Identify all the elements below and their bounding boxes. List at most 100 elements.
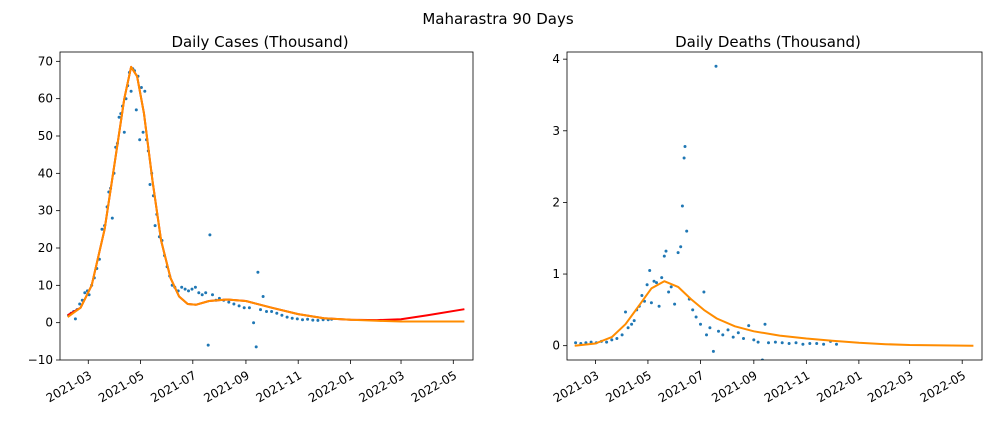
deaths-data-point (767, 341, 770, 345)
cases-data-point (180, 285, 184, 289)
cases-data-point (190, 287, 194, 291)
cases-data-point (242, 306, 246, 310)
cases-data-point (295, 317, 299, 321)
deaths-xtick-label: 2022-01 (814, 368, 864, 405)
cases-data-point (200, 293, 204, 297)
deaths-data-point (673, 302, 677, 306)
cases-data-point (301, 318, 304, 322)
cases-data-point (211, 293, 214, 297)
cases-data-point (183, 287, 187, 291)
deaths-data-point (649, 301, 653, 305)
deaths-data-point (615, 337, 619, 340)
deaths-data-point (648, 269, 652, 272)
cases-data-point (237, 304, 241, 308)
cases-data-point (193, 285, 197, 289)
deaths-data-point (685, 229, 689, 233)
cases-data-point (100, 227, 104, 231)
deaths-axis-ticks: 0 1 2 3 4 2021-03 2021-05 2021-07 2021-09 2021-11… (551, 52, 968, 405)
cases-data-point (311, 318, 315, 322)
deaths-xtick-label: 2022-05 (918, 368, 968, 405)
deaths-data-point (773, 340, 777, 344)
deaths-data-point (714, 64, 718, 68)
deaths-data-point (794, 341, 798, 345)
cases-data-point (270, 310, 274, 313)
cases-data-point (208, 233, 212, 237)
cases-data-point (73, 317, 77, 321)
cases-plot-area (67, 65, 465, 349)
cases-xtick-label: 2021-09 (201, 368, 251, 405)
cases-ytick-label: 50 (38, 129, 53, 143)
deaths-data-point (632, 319, 636, 323)
cases-xtick-label: 2021-05 (96, 368, 146, 405)
cases-data-point (252, 321, 256, 325)
cases-ytick-label: 40 (38, 166, 53, 180)
deaths-data-point (605, 340, 609, 344)
deaths-data-point (835, 342, 838, 346)
deaths-data-point (708, 326, 712, 330)
deaths-plot-area (574, 64, 974, 360)
deaths-xtick-label: 2022-03 (865, 368, 915, 405)
cases-data-point (227, 300, 231, 304)
cases-data-point (134, 108, 138, 112)
cases-ytick-label: 20 (38, 241, 53, 255)
deaths-data-point (731, 335, 735, 339)
cases-data-point (265, 310, 268, 313)
cases-ytick-label: 60 (38, 92, 53, 106)
cases-data-point (141, 130, 145, 134)
deaths-xtick-label: 2021-05 (603, 368, 653, 405)
deaths-data-point (822, 342, 826, 346)
cases-data-point (290, 316, 294, 320)
cases-data-point (259, 308, 262, 312)
cases-xtick-label: 2021-11 (254, 368, 304, 405)
deaths-ytick-label: 2 (552, 195, 560, 209)
cases-data-point (153, 224, 157, 228)
deaths-data-point (620, 333, 624, 337)
deaths-data-point (736, 331, 740, 335)
deaths-data-point (747, 324, 751, 328)
cases-xtick-label: 2022-05 (409, 368, 459, 405)
deaths-data-point (699, 322, 702, 326)
cases-data-point (78, 302, 82, 306)
deaths-data-point (624, 310, 627, 314)
cases-data-point (285, 315, 289, 319)
cases-data-point (275, 311, 279, 315)
deaths-ytick-label: 0 (552, 339, 560, 353)
cases-data-point (232, 302, 236, 306)
cases-xtick-label: 2022-01 (306, 368, 356, 405)
cases-data-point (247, 306, 251, 310)
deaths-data-point (682, 156, 686, 160)
cases-ytick-label: 0 (45, 316, 53, 330)
cases-data-point (204, 291, 208, 295)
deaths-data-point (808, 342, 812, 345)
cases-data-point (122, 130, 126, 134)
deaths-data-point (756, 340, 760, 344)
deaths-data-point (711, 349, 715, 353)
cases-data-point (129, 89, 133, 93)
deaths-data-point (655, 281, 658, 285)
deaths-data-point (763, 322, 767, 326)
deaths-data-point (660, 276, 664, 280)
deaths-data-point (717, 329, 720, 333)
cases-data-point (148, 183, 152, 186)
deaths-data-point (705, 333, 708, 337)
deaths-data-point (691, 308, 695, 312)
cases-data-point (117, 115, 121, 119)
deaths-data-point (640, 294, 644, 297)
cases-data-point (187, 289, 190, 293)
cases-fit-line-red (67, 65, 465, 322)
deaths-data-point (676, 251, 680, 255)
deaths-data-point (667, 290, 671, 294)
deaths-ytick-label: 1 (552, 267, 560, 281)
deaths-xtick-label: 2021-11 (762, 368, 812, 405)
deaths-data-point (694, 315, 698, 319)
cases-data-point (256, 270, 260, 274)
deaths-data-point (680, 204, 684, 208)
deaths-data-point (679, 245, 683, 249)
deaths-axes-frame (566, 51, 983, 361)
deaths-data-point (657, 304, 661, 308)
cases-ytick-label: 10 (38, 278, 53, 292)
cases-ytick-label: −10 (28, 353, 53, 367)
figure-suptitle: Maharastra 90 Days (422, 10, 573, 28)
